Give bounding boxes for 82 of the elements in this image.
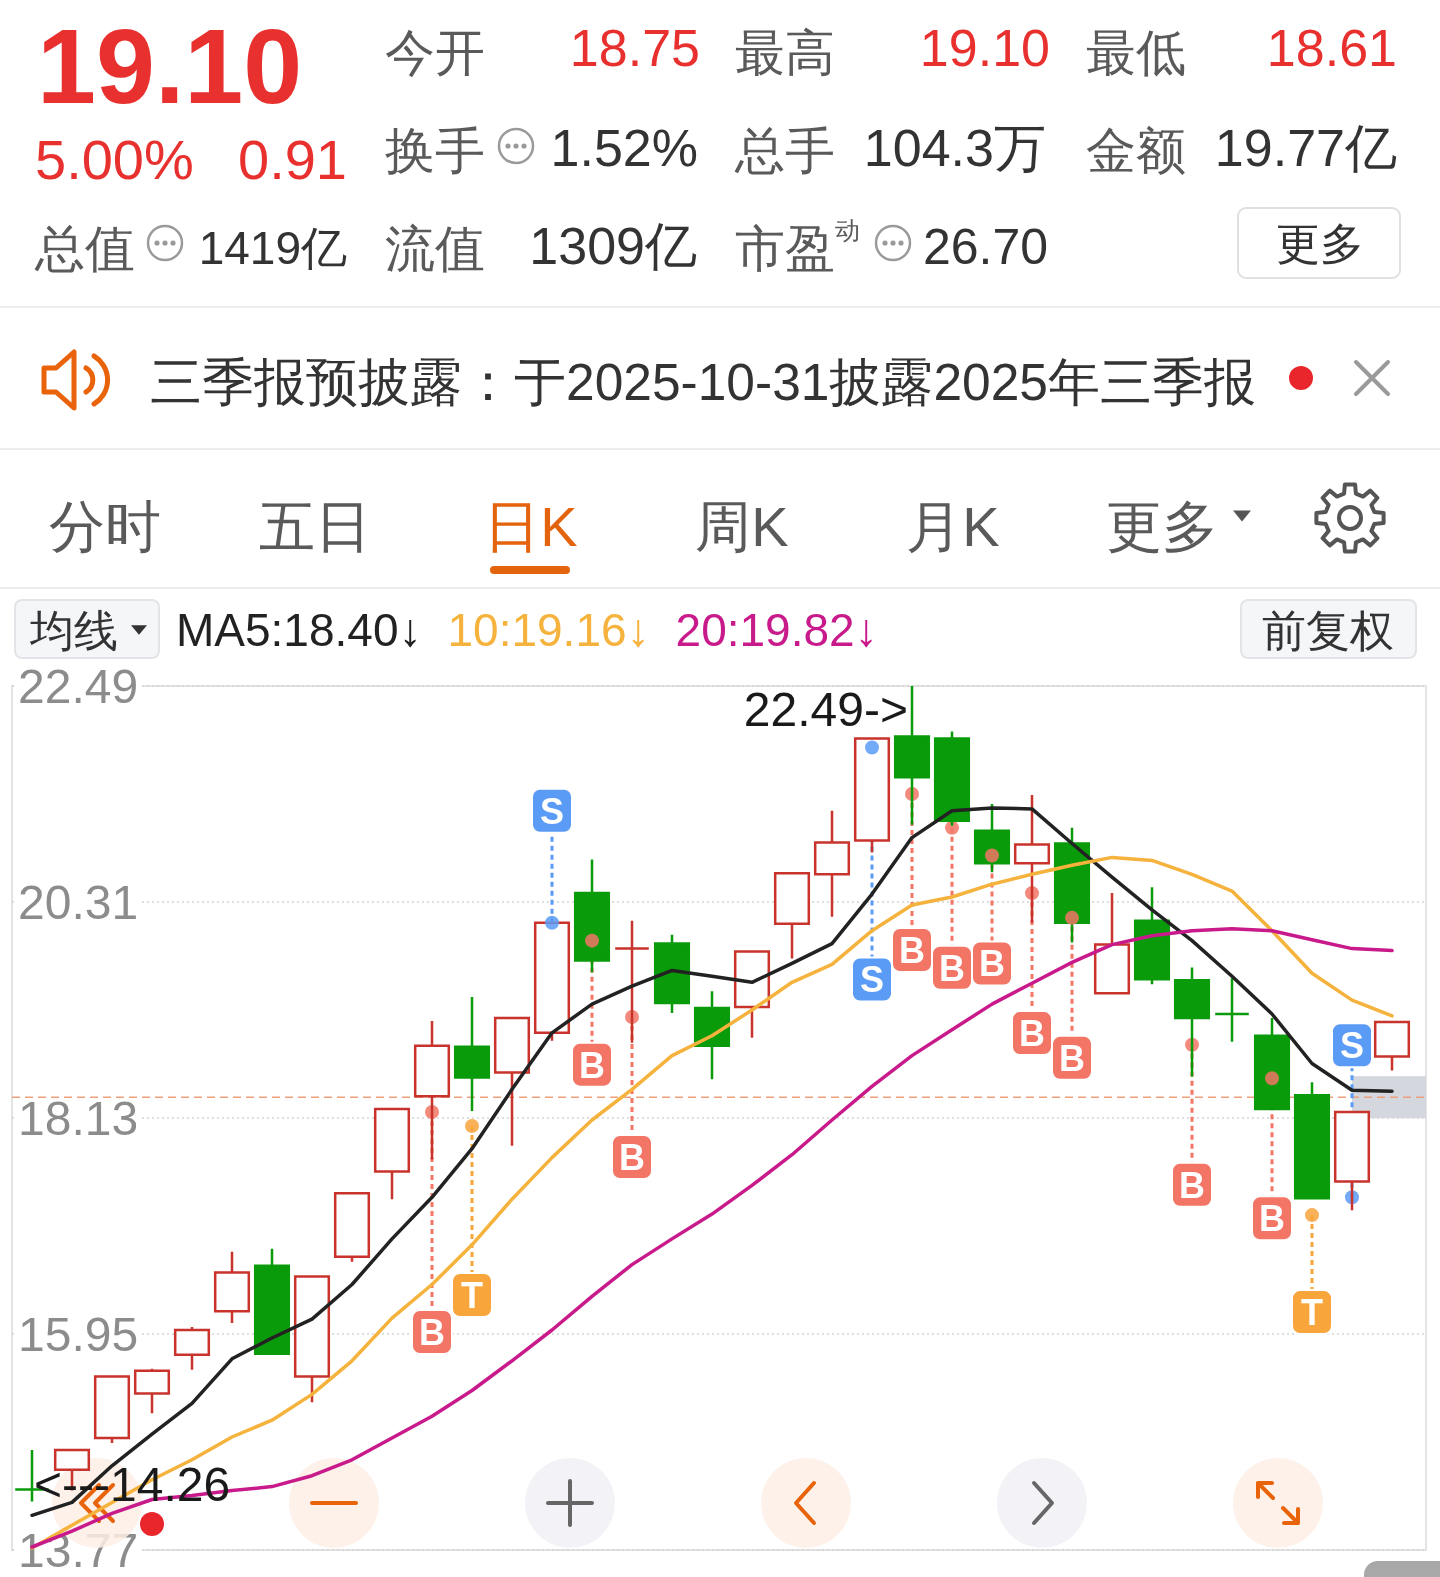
text: 月K: [906, 495, 1000, 558]
text: 五日: [259, 495, 371, 558]
text: 最低: [1086, 25, 1186, 81]
text: MA5:18.40↓: [176, 604, 422, 656]
text: 流值: [385, 221, 485, 277]
data-label: B: [899, 930, 925, 971]
text: 19.10: [37, 7, 303, 125]
text: 19.10: [919, 19, 1050, 77]
candlestick: [1093, 891, 1131, 995]
point: [1065, 910, 1079, 925]
data-label: B: [979, 943, 1005, 985]
candlestick: [813, 809, 851, 919]
candlestick: [253, 1247, 291, 1357]
text: 日K: [484, 495, 578, 558]
text: 市盈$^{动}$: [735, 215, 860, 277]
text: 10:19.16↓: [447, 604, 650, 656]
y-tick-label: 18.13: [18, 1092, 139, 1145]
text: 26.70: [922, 219, 1048, 275]
text: 换手: [385, 123, 485, 179]
y-tick-label: 20.31: [18, 876, 139, 929]
text: 今开: [385, 25, 485, 81]
text: 更多: [1276, 219, 1364, 268]
candlestick: [93, 1374, 131, 1445]
text: 周K: [695, 495, 789, 558]
candlestick: [333, 1192, 371, 1263]
text: 1.52%: [550, 119, 698, 177]
data-label: B: [419, 1312, 445, 1354]
candlestick: [693, 989, 731, 1081]
data-label: B: [1019, 1013, 1045, 1055]
data-label: B: [939, 947, 965, 989]
point: [945, 820, 959, 835]
candlestick: [133, 1367, 171, 1415]
candlestick: [773, 872, 811, 960]
data-label: S: [539, 790, 565, 832]
point: [585, 933, 599, 948]
data-label: T: [1301, 1292, 1323, 1334]
text: 分时: [49, 495, 161, 558]
data-label: S: [1339, 1025, 1365, 1067]
text: 1419亿: [198, 222, 347, 274]
data-label: B: [579, 1044, 605, 1086]
text: 18.75: [569, 19, 700, 77]
candlestick: [1293, 1081, 1331, 1201]
point: [1305, 1208, 1319, 1223]
text: 金额: [1086, 123, 1186, 179]
candlestick: [213, 1250, 251, 1325]
annotation: 22.49->: [743, 683, 908, 736]
data-label: T: [461, 1274, 483, 1316]
candlestick: [173, 1325, 211, 1371]
text: 20:19.82↓: [675, 604, 878, 656]
text: 前复权: [1262, 606, 1394, 655]
candlestick: [293, 1275, 331, 1404]
point: [465, 1118, 479, 1133]
data-label: B: [1059, 1037, 1085, 1079]
text: 最高: [735, 25, 835, 81]
text: 更多: [1106, 495, 1218, 558]
text: 总值: [34, 221, 135, 277]
candlestick: [493, 1016, 531, 1147]
text: 104.3万: [863, 119, 1046, 177]
text: 19.77亿: [1214, 119, 1397, 177]
data-label: B: [1179, 1164, 1205, 1206]
text: 总手: [734, 123, 835, 179]
point: [545, 915, 559, 930]
point: [1265, 1071, 1279, 1086]
candlestick: [733, 950, 771, 1039]
text: 5.00%: [35, 128, 194, 191]
text: 18.61: [1266, 19, 1397, 77]
point: [865, 740, 879, 755]
data-label: S: [859, 959, 885, 1001]
data-label: B: [619, 1136, 645, 1178]
text: 1309亿: [529, 217, 697, 275]
point: [985, 848, 999, 863]
candlestick: [1133, 885, 1171, 986]
y-tick-label: 22.49: [18, 660, 139, 713]
text: 均线: [29, 606, 118, 655]
y-tick-label: 15.95: [18, 1308, 139, 1361]
text: 0.91: [238, 128, 347, 191]
candlestick: [1213, 977, 1251, 1043]
candlestick: [373, 1107, 411, 1201]
candlestick: [453, 995, 491, 1113]
text: 三季报预披露：于2025-10-31披露2025年三季报: [150, 353, 1257, 411]
data-label: B: [1259, 1198, 1285, 1240]
candlestick: [653, 933, 691, 1015]
